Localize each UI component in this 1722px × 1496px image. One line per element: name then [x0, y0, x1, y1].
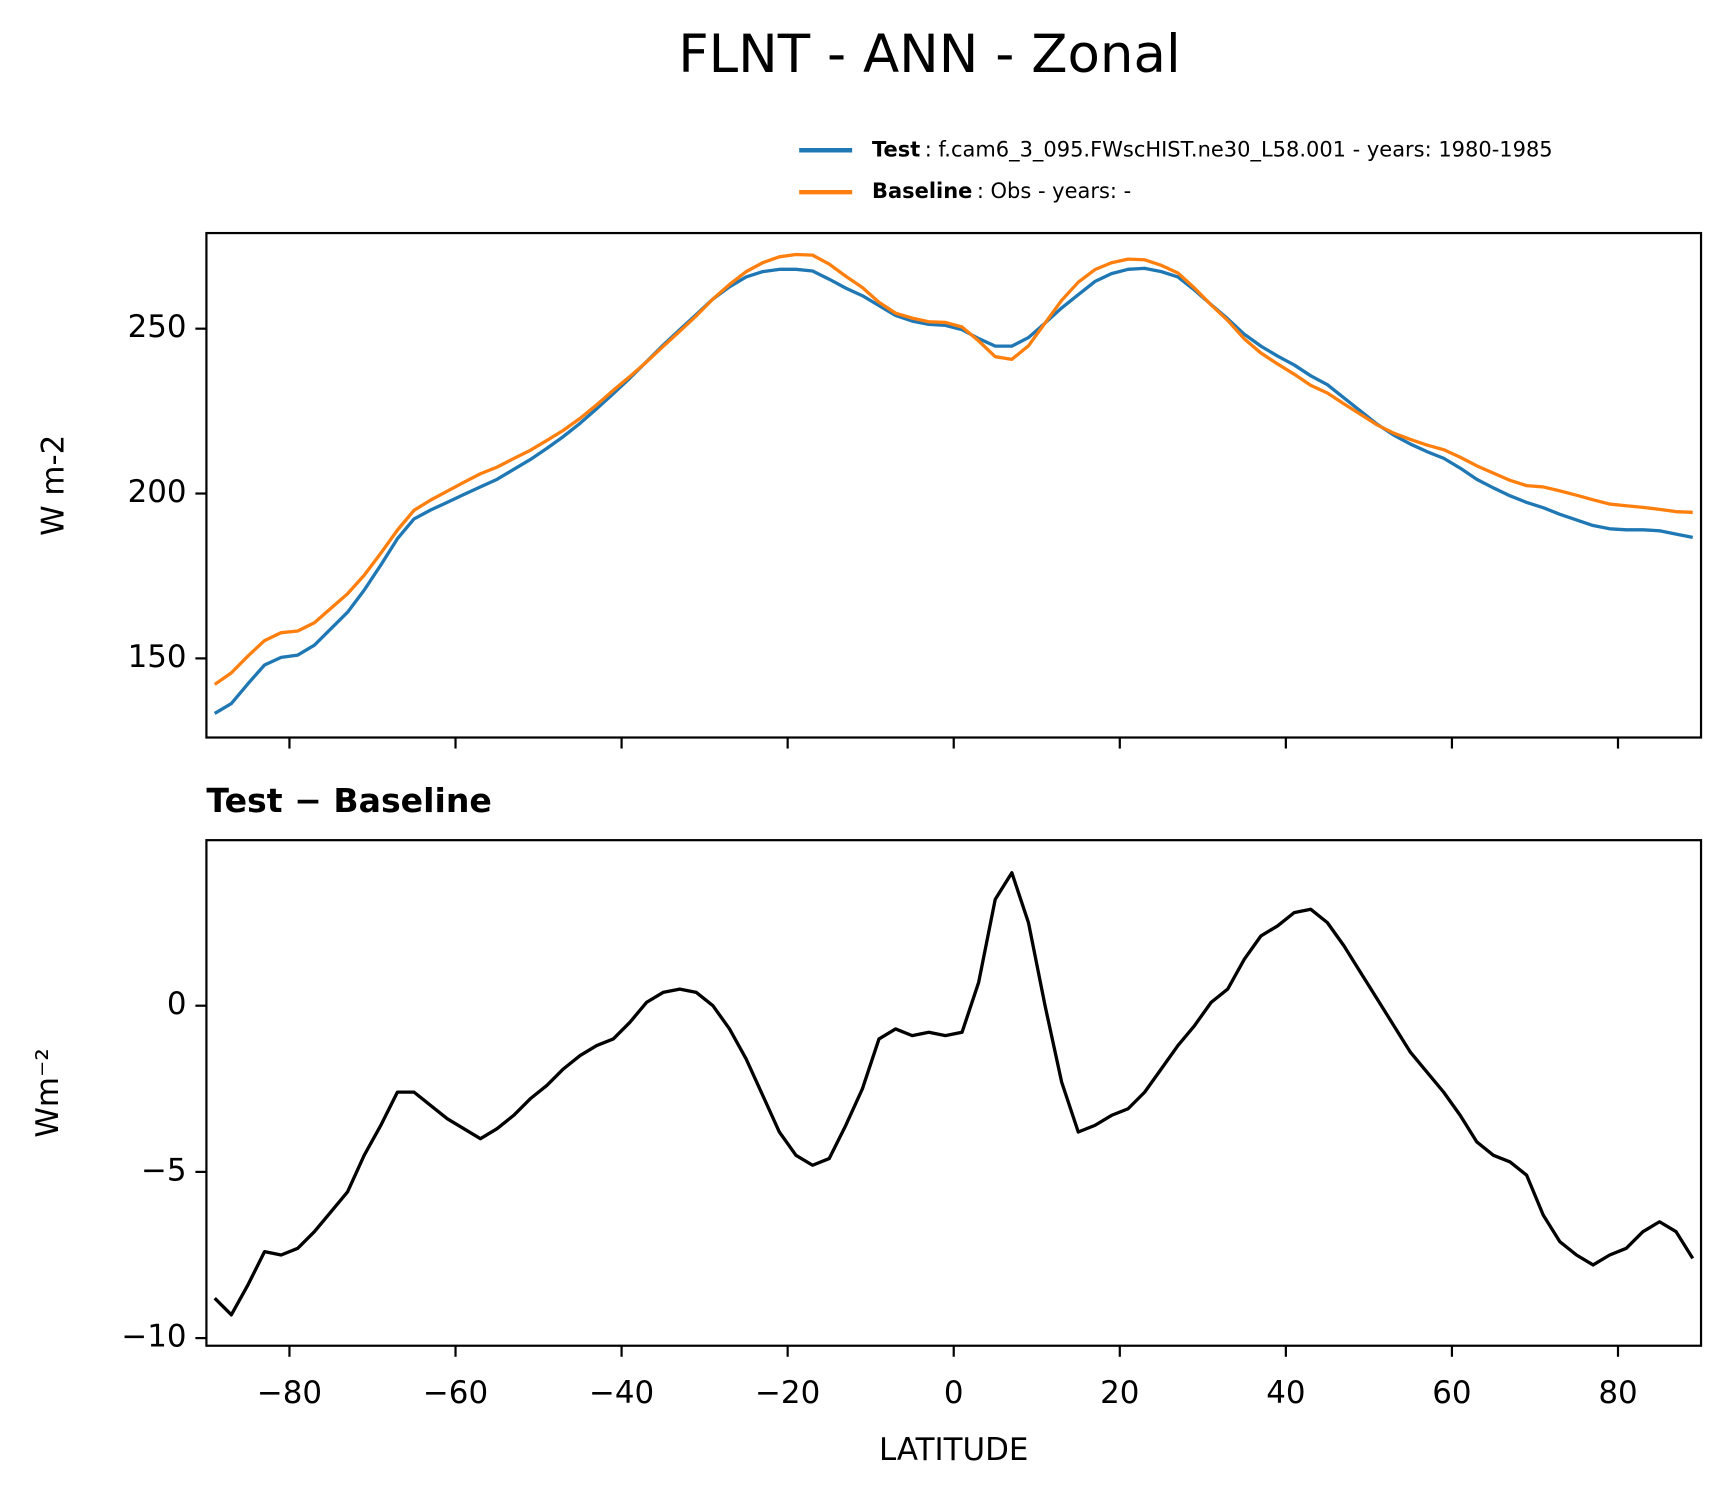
y-axis-label: W m-2	[36, 435, 72, 536]
x-tick-label: 80	[1598, 1375, 1637, 1411]
x-tick-label: −40	[589, 1375, 654, 1411]
x-tick-label: 60	[1432, 1375, 1471, 1411]
subplot-title: Test − Baseline	[206, 781, 491, 820]
x-tick-label: −80	[257, 1375, 322, 1411]
y-axis-label: Wm⁻²	[30, 1048, 66, 1137]
x-tick-label: −60	[423, 1375, 488, 1411]
x-axis-label: LATITUDE	[879, 1432, 1028, 1468]
legend-entry: Test: f.cam6_3_095.FWscHIST.ne30_L58.001…	[872, 137, 1553, 162]
legend-entry: Baseline: Obs - years: -	[872, 179, 1131, 203]
legend-description: : Obs - years: -	[977, 179, 1131, 203]
y-tick-label: 200	[128, 474, 187, 510]
x-tick-label: 20	[1100, 1375, 1139, 1411]
legend-name: Baseline	[872, 179, 972, 203]
y-tick-label: −5	[141, 1152, 187, 1188]
y-tick-label: 0	[167, 986, 187, 1022]
x-tick-label: −20	[755, 1375, 820, 1411]
legend-description: : f.cam6_3_095.FWscHIST.ne30_L58.001 - y…	[925, 137, 1553, 162]
series-line	[213, 252, 1693, 686]
x-tick-label: 40	[1266, 1375, 1305, 1411]
x-tick-label: 0	[944, 1375, 964, 1411]
y-tick-label: 150	[128, 639, 187, 675]
series-line	[213, 266, 1694, 715]
series-line	[213, 871, 1695, 1317]
y-tick-label: −10	[121, 1319, 186, 1355]
y-tick-label: 250	[128, 309, 187, 345]
legend-name: Test	[872, 137, 920, 161]
figure-title: FLNT - ANN - Zonal	[678, 24, 1180, 85]
